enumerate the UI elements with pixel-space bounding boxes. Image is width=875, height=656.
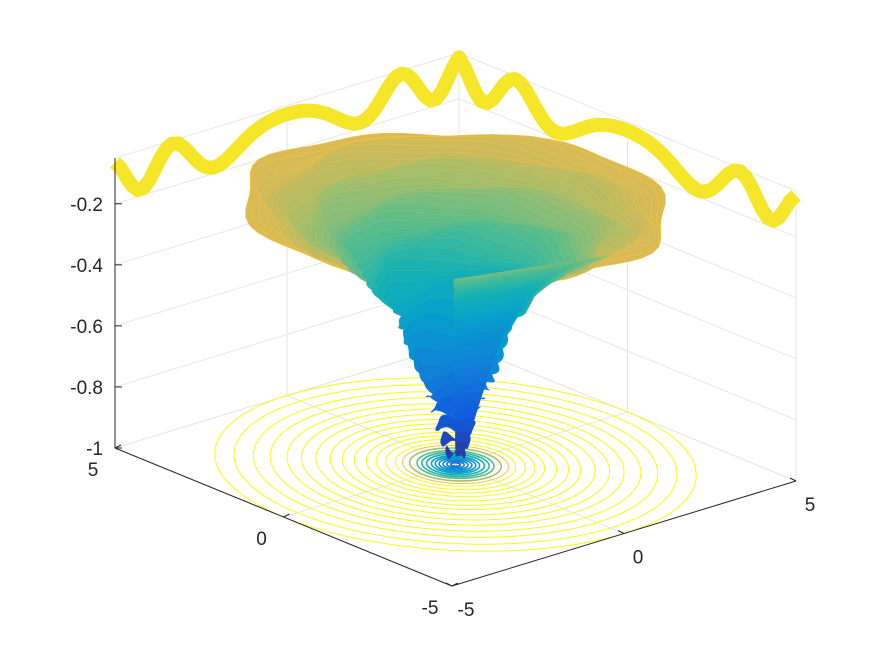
contour-line [442, 459, 469, 470]
x-tick-label: 0 [633, 548, 644, 569]
contour-line [252, 391, 659, 538]
contour-line [449, 461, 462, 468]
axes-box [114, 158, 797, 587]
z-tick-label: -0.8 [70, 378, 103, 399]
tick-labels: -1 -0.8 -0.6 -0.4 -0.2 -5 0 5 -5 0 5 [70, 195, 815, 621]
y-tick-label: -5 [422, 598, 439, 619]
contour-line [438, 457, 473, 472]
x-tick [445, 582, 453, 587]
x-tick [617, 530, 625, 534]
contour-line [408, 447, 503, 482]
surface-plot [110, 50, 801, 460]
contour-line [394, 442, 517, 487]
contour-line [329, 418, 582, 511]
y-tick-label: 5 [88, 460, 99, 481]
y-tick [451, 582, 459, 587]
y-tick [114, 444, 122, 449]
y-tick [283, 513, 290, 518]
surface-wall [455, 450, 465, 457]
z-tick-label: -1 [86, 439, 103, 460]
y-tick-label: 0 [256, 529, 267, 550]
contour-line [446, 460, 465, 469]
z-tick-label: -0.2 [70, 195, 103, 216]
contour-line [286, 403, 625, 526]
contour-line [375, 435, 536, 494]
x-tick [789, 477, 797, 482]
x-tick-label: -5 [458, 600, 475, 621]
surface-rim [110, 50, 801, 228]
contour-line [300, 408, 611, 521]
x-tick-label: 5 [805, 495, 816, 516]
contour-line [233, 384, 678, 545]
z-tick-label: -0.4 [70, 256, 103, 277]
z-tick-label: -0.6 [70, 317, 103, 338]
contour-line [269, 397, 642, 532]
contour-line [315, 413, 596, 516]
contour-line [353, 427, 558, 502]
contour-line [341, 423, 570, 506]
contour-line [365, 431, 546, 498]
contour-line [385, 438, 526, 491]
